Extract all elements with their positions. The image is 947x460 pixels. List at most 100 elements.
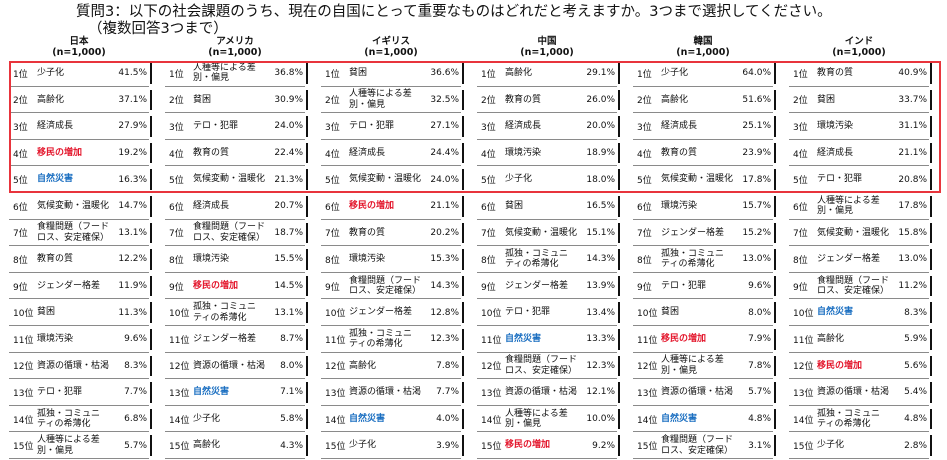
ranking-row: 1位 教育の質 40.9% xyxy=(789,60,932,87)
issue-label: 高齢化 xyxy=(661,94,689,105)
ranking-list: 1位 貧困 36.6% 2位 人種等による差別・偏見 32.5% 3位 テロ・犯罪 27.1% 4… xyxy=(321,60,464,459)
ranking-row: 1位 高齢化 29.1% xyxy=(477,60,620,87)
rank-label: 11位 xyxy=(793,335,814,346)
percentage-value: 25.1% xyxy=(742,121,771,132)
percentage-value: 9.2% xyxy=(592,440,615,451)
ranking-row: 15位 移民の増加 9.2% xyxy=(477,432,620,459)
rank-label: 1位 xyxy=(169,69,184,80)
sample-size: (n=1,000) xyxy=(832,47,886,58)
rank-label: 2位 xyxy=(481,96,496,107)
issue-label: 高齢化 xyxy=(349,360,377,371)
row-separator-bar xyxy=(773,355,776,377)
country-name: 中国 xyxy=(537,36,557,47)
issue-label: 人種等による差別・偏見 xyxy=(349,89,412,110)
percentage-value: 21.3% xyxy=(274,174,303,185)
ranking-row: 13位 自然災害 7.1% xyxy=(165,379,308,406)
ranking-row: 12位 移民の増加 5.6% xyxy=(789,353,932,380)
row-separator-bar xyxy=(617,195,620,217)
percentage-value: 15.2% xyxy=(742,227,771,238)
row-separator-bar xyxy=(461,355,464,377)
rank-label: 10位 xyxy=(169,309,190,320)
percentage-value: 24.0% xyxy=(430,174,459,185)
ranking-row: 1位 少子化 41.5% xyxy=(9,60,152,87)
percentage-value: 14.5% xyxy=(274,281,303,292)
rank-label: 1位 xyxy=(325,69,340,80)
rank-label: 3位 xyxy=(13,122,28,133)
issue-label: 気候変動・温暖化 xyxy=(661,174,734,185)
percentage-value: 8.3% xyxy=(904,307,927,318)
issue-label: 高齢化 xyxy=(37,94,65,105)
issue-label: 環境汚染 xyxy=(817,121,854,132)
percentage-value: 8.7% xyxy=(280,334,303,345)
percentage-value: 30.9% xyxy=(274,94,303,105)
ranking-row: 4位 経済成長 24.4% xyxy=(321,140,464,167)
ranking-row: 14位 自然災害 4.0% xyxy=(321,406,464,433)
row-separator-bar xyxy=(773,249,776,270)
ranking-row: 10位 自然災害 8.3% xyxy=(789,299,932,326)
percentage-value: 13.1% xyxy=(274,307,303,318)
issue-label: 移民の増加 xyxy=(505,440,551,451)
issue-label: 教育の質 xyxy=(37,254,74,265)
row-separator-bar xyxy=(149,249,152,270)
row-separator-bar xyxy=(149,275,152,297)
percentage-value: 51.6% xyxy=(742,94,771,105)
percentage-value: 14.3% xyxy=(586,254,615,265)
row-separator-bar xyxy=(461,116,464,137)
issue-label: 資源の循環・枯渇 xyxy=(37,360,110,371)
percentage-value: 20.7% xyxy=(274,201,303,212)
ranking-row: 7位 気候変動・温暖化 15.1% xyxy=(477,220,620,247)
issue-label: 資源の循環・枯渇 xyxy=(505,387,578,398)
row-separator-bar xyxy=(461,408,464,430)
issue-label: 高齢化 xyxy=(817,333,845,344)
rank-label: 2位 xyxy=(637,96,652,107)
rank-label: 11位 xyxy=(325,335,346,346)
row-separator-bar xyxy=(929,249,932,270)
issue-label: ジェンダー格差 xyxy=(193,333,257,344)
country-name: インド xyxy=(844,36,874,47)
issue-label: 移民の増加 xyxy=(817,360,863,371)
row-separator-bar xyxy=(305,249,308,270)
issue-label: テロ・犯罪 xyxy=(37,387,83,398)
issue-label: 気候変動・温暖化 xyxy=(37,201,110,212)
ranking-row: 6位 人種等による差別・偏見 17.8% xyxy=(789,193,932,220)
rank-label: 13位 xyxy=(169,388,190,399)
percentage-value: 4.8% xyxy=(904,414,927,425)
issue-label: 環境汚染 xyxy=(37,333,74,344)
percentage-value: 20.8% xyxy=(898,174,927,185)
ranking-row: 2位 教育の質 26.0% xyxy=(477,87,620,114)
ranking-row: 1位 少子化 64.0% xyxy=(633,60,776,87)
percentage-value: 13.4% xyxy=(586,307,615,318)
rank-label: 15位 xyxy=(793,442,814,453)
rank-label: 13位 xyxy=(481,388,502,399)
row-separator-bar xyxy=(149,116,152,137)
percentage-value: 18.0% xyxy=(586,174,615,185)
ranking-row: 3位 環境汚染 31.1% xyxy=(789,113,932,140)
issue-label: 孤独・コミュニティの希薄化 xyxy=(661,248,725,270)
rank-label: 11位 xyxy=(637,335,658,346)
rank-label: 15位 xyxy=(325,442,346,453)
issue-label: テロ・犯罪 xyxy=(505,307,551,318)
row-separator-bar xyxy=(461,435,464,456)
row-separator-bar xyxy=(617,408,620,430)
row-separator-bar xyxy=(617,169,620,190)
issue-label: 資源の循環・枯渇 xyxy=(349,387,422,398)
percentage-value: 12.3% xyxy=(586,360,615,371)
percentage-value: 41.5% xyxy=(118,68,147,79)
ranking-row: 8位 孤独・コミュニティの希薄化 14.3% xyxy=(477,246,620,273)
ranking-row: 5位 少子化 18.0% xyxy=(477,166,620,193)
issue-label: 人種等による差別・偏見 xyxy=(37,435,100,456)
issue-label: 環境汚染 xyxy=(661,201,698,212)
row-separator-bar xyxy=(149,408,152,430)
ranking-row: 15位 食糧問題（フードロス、安定確保） 3.1% xyxy=(633,432,776,459)
column-header: イギリス (n=1,000) xyxy=(321,36,461,58)
issue-label: 孤独・コミュニティの希薄化 xyxy=(193,302,257,323)
column-header: アメリカ (n=1,000) xyxy=(165,36,305,58)
column-header: 中国 (n=1,000) xyxy=(477,36,617,58)
issue-label: 経済成長 xyxy=(349,147,386,158)
ranking-row: 15位 人種等による差別・偏見 5.7% xyxy=(9,432,152,459)
ranking-row: 14位 孤独・コミュニティの希薄化 4.8% xyxy=(789,406,932,433)
row-separator-bar xyxy=(149,142,152,164)
row-separator-bar xyxy=(149,222,152,244)
percentage-value: 13.3% xyxy=(586,334,615,345)
issue-label: 高齢化 xyxy=(193,440,221,451)
